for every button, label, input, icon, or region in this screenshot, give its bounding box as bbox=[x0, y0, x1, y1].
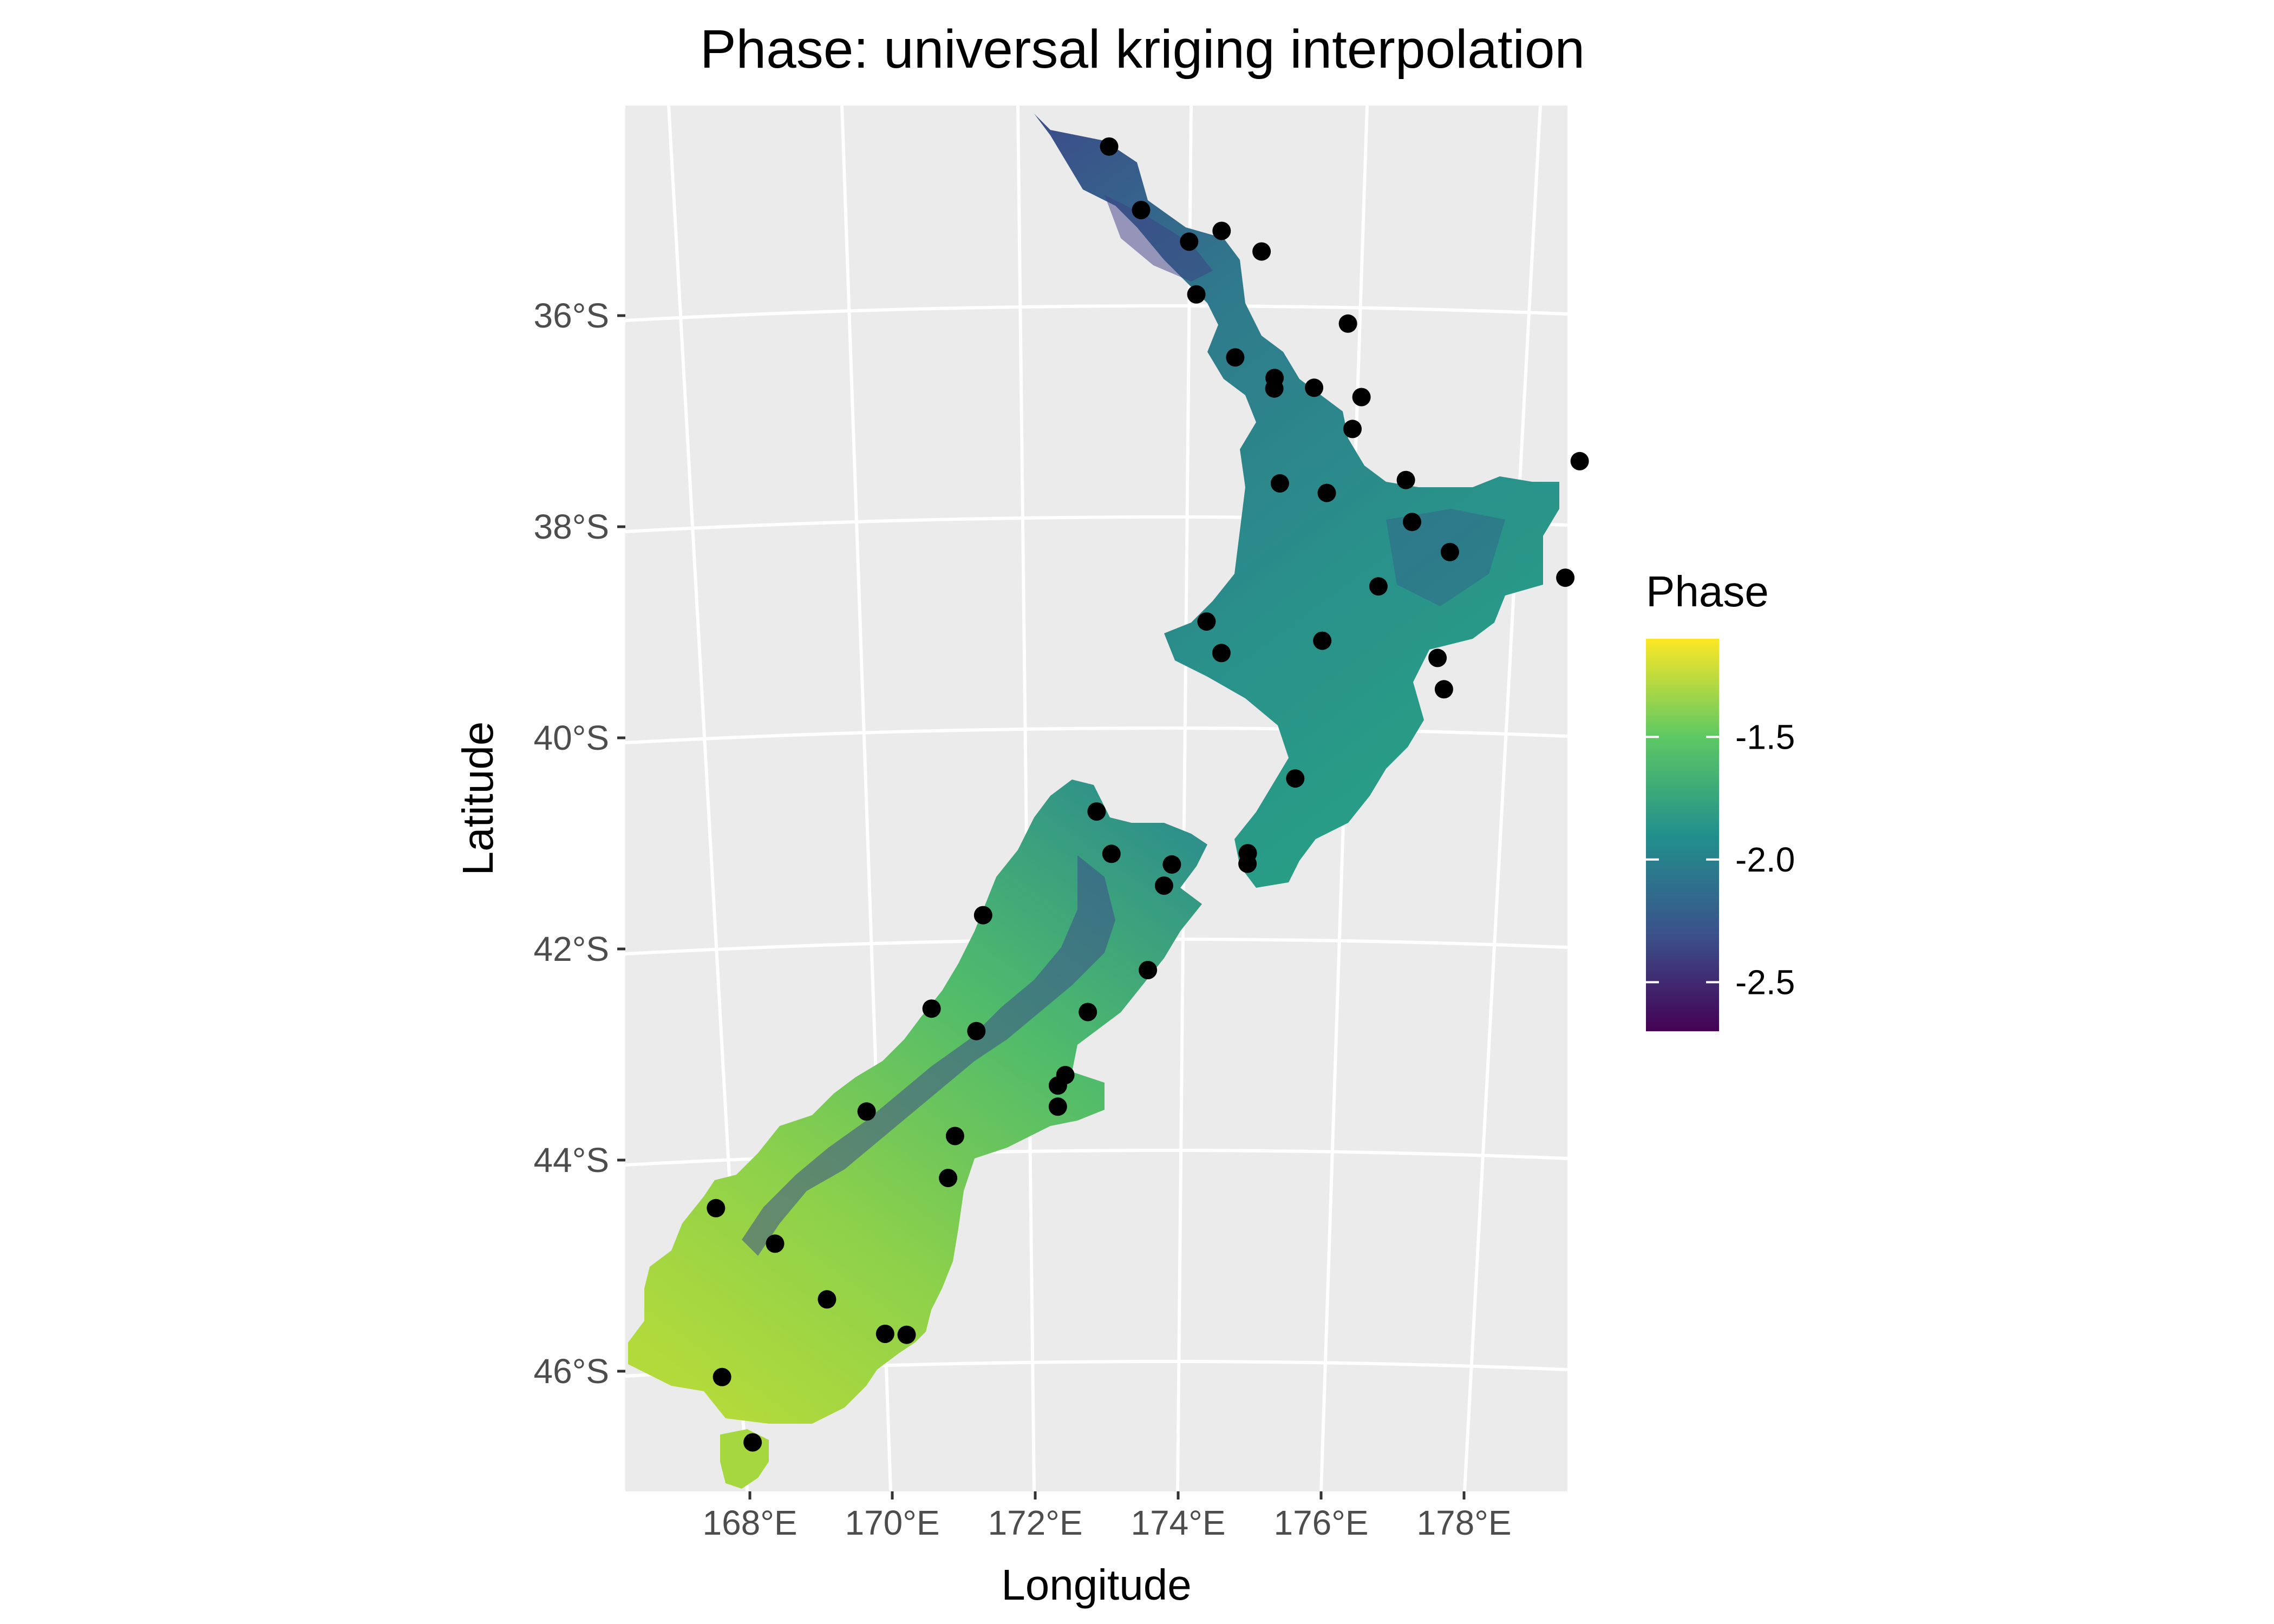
station-point bbox=[1154, 876, 1173, 895]
legend-ticks: -1.5 -2.0 -2.5 bbox=[1646, 717, 1795, 1001]
legend: Phase -1.5 -2.0 -2.5 bbox=[1646, 567, 1795, 1031]
station-point bbox=[1317, 483, 1336, 502]
northland-shading bbox=[1105, 195, 1213, 281]
y-tick-label: 40°S bbox=[534, 718, 609, 757]
station-point bbox=[1434, 680, 1453, 699]
x-axis-title: Longitude bbox=[1001, 1561, 1191, 1609]
station-point bbox=[1238, 854, 1257, 873]
station-point bbox=[766, 1234, 785, 1253]
station-point bbox=[945, 1127, 964, 1145]
x-tick-label: 176°E bbox=[1273, 1503, 1368, 1542]
station-point bbox=[1265, 379, 1284, 398]
station-point bbox=[1440, 542, 1459, 561]
legend-tick-label: -2.0 bbox=[1735, 840, 1795, 879]
station-point bbox=[857, 1102, 876, 1121]
y-tick-label: 36°S bbox=[534, 296, 609, 335]
station-point bbox=[1100, 137, 1119, 156]
station-point bbox=[1212, 644, 1231, 663]
plot-panel bbox=[625, 106, 1589, 1491]
x-tick-label: 168°E bbox=[702, 1503, 797, 1542]
chart-title: Phase: universal kriging interpolation bbox=[700, 19, 1585, 80]
station-point bbox=[1570, 451, 1589, 470]
legend-title: Phase bbox=[1646, 567, 1769, 615]
station-point bbox=[1313, 631, 1332, 650]
station-point bbox=[818, 1290, 837, 1309]
station-point bbox=[1226, 348, 1245, 367]
station-point bbox=[922, 999, 941, 1018]
station-point bbox=[1180, 232, 1199, 251]
station-points bbox=[707, 137, 1589, 1452]
legend-tick-label: -2.5 bbox=[1735, 962, 1795, 1001]
station-point bbox=[1087, 802, 1106, 821]
station-point bbox=[1212, 221, 1231, 240]
y-tick-label: 38°S bbox=[534, 507, 609, 546]
station-point bbox=[1343, 420, 1362, 438]
station-point bbox=[1270, 474, 1289, 493]
meridian-174e bbox=[1176, 106, 1193, 1491]
station-point bbox=[1369, 577, 1388, 596]
station-point bbox=[1079, 1003, 1097, 1021]
station-point bbox=[1352, 388, 1371, 407]
station-point bbox=[1102, 844, 1121, 863]
station-point bbox=[897, 1325, 916, 1344]
x-tick-label: 178°E bbox=[1416, 1503, 1511, 1542]
station-point bbox=[1428, 649, 1447, 667]
station-point bbox=[713, 1367, 731, 1386]
kriging-raster bbox=[628, 108, 1559, 1489]
parallel-40s bbox=[625, 726, 1567, 744]
southern-alps-shading bbox=[742, 855, 1115, 1256]
y-axis-title: Latitude bbox=[454, 722, 502, 876]
station-point bbox=[1286, 769, 1305, 788]
station-point bbox=[1132, 201, 1151, 219]
station-point bbox=[1305, 378, 1324, 397]
station-point bbox=[1403, 513, 1421, 532]
station-point bbox=[1396, 470, 1415, 489]
station-point bbox=[1162, 855, 1181, 874]
y-tick-label: 46°S bbox=[534, 1352, 609, 1391]
station-point bbox=[1187, 285, 1206, 304]
y-axis: 36°S 38°S 40°S 42°S 44°S 46°S bbox=[534, 296, 625, 1391]
y-tick-label: 42°S bbox=[534, 929, 609, 968]
meridian-172e bbox=[1016, 106, 1036, 1491]
legend-tick-label: -1.5 bbox=[1735, 717, 1795, 756]
station-point bbox=[1197, 612, 1216, 631]
meridian-178e bbox=[1463, 106, 1542, 1491]
station-point bbox=[707, 1199, 726, 1217]
parallel-36s bbox=[625, 304, 1567, 322]
station-point bbox=[939, 1169, 958, 1188]
station-point bbox=[967, 1021, 986, 1040]
legend-colorbar bbox=[1646, 639, 1719, 1031]
station-point bbox=[875, 1325, 894, 1343]
station-point bbox=[1139, 961, 1158, 979]
station-point bbox=[1252, 242, 1271, 261]
station-point bbox=[743, 1433, 762, 1452]
station-point bbox=[1556, 568, 1575, 587]
x-tick-label: 172°E bbox=[988, 1503, 1082, 1542]
station-point bbox=[973, 906, 992, 925]
x-axis: 168°E 170°E 172°E 174°E 176°E 178°E bbox=[702, 1491, 1512, 1542]
y-tick-label: 44°S bbox=[534, 1141, 609, 1180]
x-tick-label: 170°E bbox=[845, 1503, 939, 1542]
x-tick-label: 174°E bbox=[1131, 1503, 1225, 1542]
station-point bbox=[1048, 1076, 1067, 1095]
station-point bbox=[1338, 314, 1357, 333]
north-island bbox=[1029, 108, 1559, 888]
station-point bbox=[1048, 1097, 1067, 1116]
